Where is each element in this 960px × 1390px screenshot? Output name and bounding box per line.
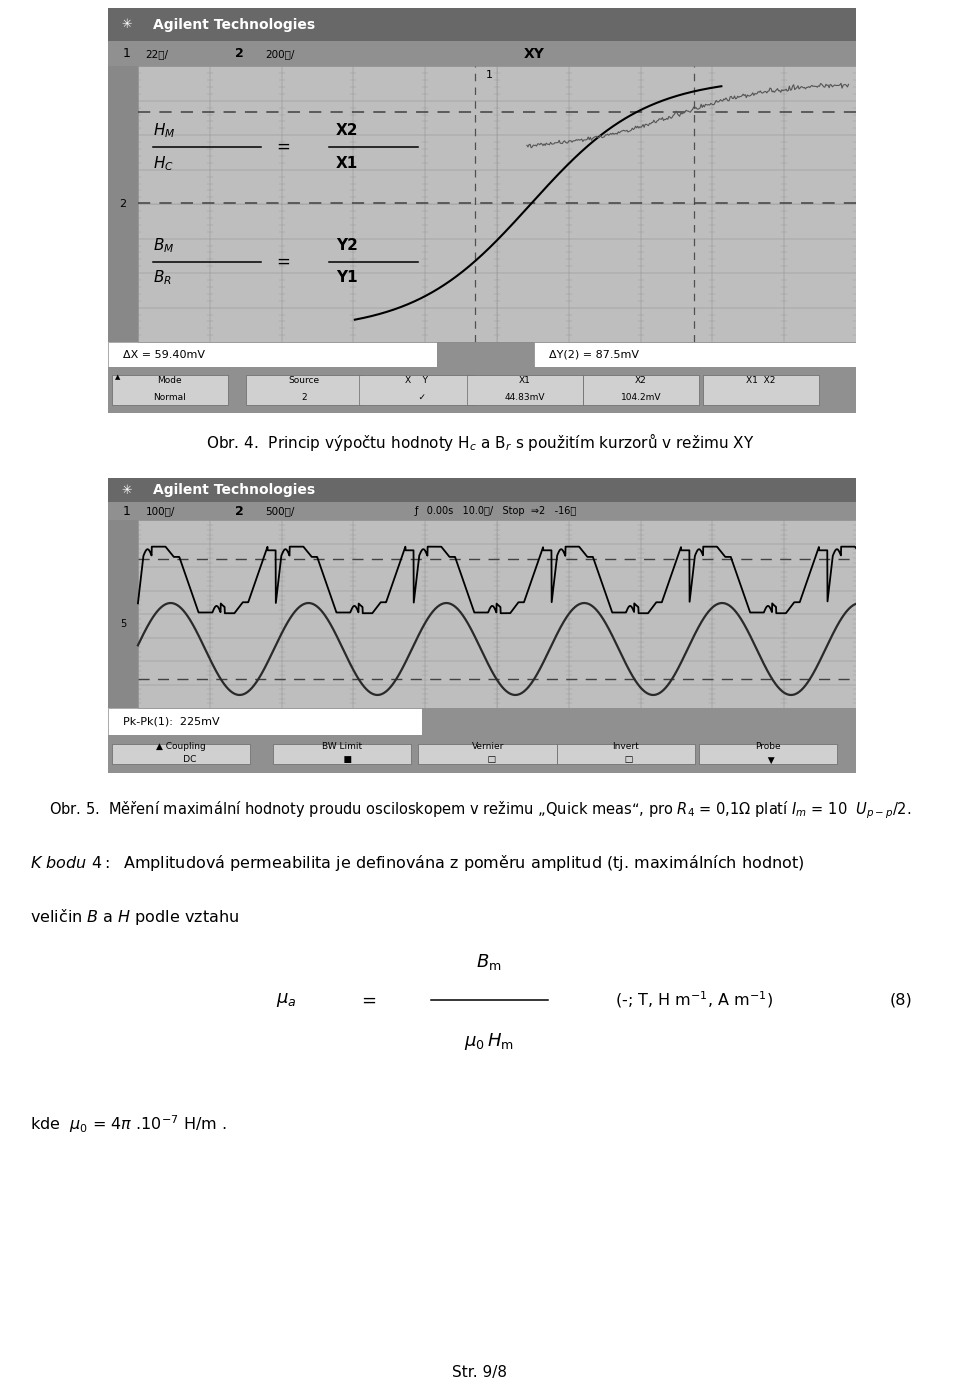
Text: $\mathbf{\mathit{K\ bodu\ 4:}}$  Amplitudová permeabilita je definována z poměru: $\mathbf{\mathit{K\ bodu\ 4:}}$ Amplitud… [30, 852, 804, 873]
Bar [108, 67, 856, 342]
Text: Probe: Probe [756, 742, 780, 751]
Bar [108, 367, 856, 413]
Text: (-; T, H m$^{-1}$, A m$^{-1}$): (-; T, H m$^{-1}$, A m$^{-1}$) [615, 990, 773, 1011]
Text: XY: XY [524, 47, 544, 61]
Text: ■: ■ [332, 755, 351, 765]
Text: ▲ Coupling: ▲ Coupling [156, 742, 205, 751]
Bar [273, 744, 411, 765]
Text: 1: 1 [486, 71, 492, 81]
Text: Obr. 5.  Měření maximální hodnoty proudu osciloskopem v režimu „Quick meas“, pro: Obr. 5. Měření maximální hodnoty proudu … [49, 799, 911, 821]
Bar [437, 342, 856, 367]
Text: veličin $B$ a $H$ podle vztahu: veličin $B$ a $H$ podle vztahu [30, 908, 239, 927]
Text: X2: X2 [336, 124, 359, 139]
Bar [422, 708, 856, 735]
Text: 104.2mV: 104.2mV [621, 393, 661, 402]
Bar [699, 744, 837, 765]
Text: =: = [276, 138, 290, 156]
Bar [108, 708, 422, 735]
Bar [108, 502, 856, 520]
Text: 100㎡/: 100㎡/ [145, 506, 175, 516]
Bar [359, 375, 474, 404]
Text: X    Y: X Y [405, 375, 428, 385]
Text: 500㎡/: 500㎡/ [265, 506, 295, 516]
Bar [108, 8, 856, 42]
Text: ▲: ▲ [115, 374, 121, 381]
Text: Agilent Technologies: Agilent Technologies [153, 18, 315, 32]
Text: Y2: Y2 [336, 238, 358, 253]
Text: kde  $\mu_0$ = 4$\pi$ .10$^{-7}$ H/m .: kde $\mu_0$ = 4$\pi$ .10$^{-7}$ H/m . [30, 1113, 227, 1134]
Text: X1: X1 [336, 156, 358, 171]
Bar [247, 375, 362, 404]
Text: Y1: Y1 [336, 270, 358, 285]
Text: 22㎡/: 22㎡/ [145, 49, 168, 58]
Text: □: □ [479, 755, 496, 765]
Text: Obr. 4.  Princip výpočtu hodnoty H$_c$ a B$_r$ s použitím kurzorů v režimu XY: Obr. 4. Princip výpočtu hodnoty H$_c$ a … [205, 431, 755, 453]
Text: ✳: ✳ [122, 18, 132, 31]
Text: $B_M$: $B_M$ [153, 236, 174, 254]
Text: ΔX = 59.40mV: ΔX = 59.40mV [123, 350, 205, 360]
Text: ƒ   0.00s   10.0㎡/   Stop  ⇒2   -16㎡: ƒ 0.00s 10.0㎡/ Stop ⇒2 -16㎡ [415, 506, 577, 516]
Text: 2: 2 [235, 47, 244, 60]
Text: Normal: Normal [154, 393, 186, 402]
Bar [583, 375, 699, 404]
Bar [557, 744, 695, 765]
Bar [419, 744, 557, 765]
Text: BW Limit: BW Limit [322, 742, 362, 751]
Text: X1  X2: X1 X2 [746, 375, 776, 385]
Text: $B_R$: $B_R$ [153, 268, 172, 288]
Text: Source: Source [289, 375, 320, 385]
Bar [108, 42, 856, 67]
Text: =: = [276, 253, 290, 271]
Bar [111, 375, 228, 404]
Text: 5: 5 [120, 619, 126, 628]
Bar [111, 744, 251, 765]
Text: $H_C$: $H_C$ [153, 154, 174, 172]
Text: Invert: Invert [612, 742, 639, 751]
Bar [108, 67, 138, 342]
Text: Vernier: Vernier [471, 742, 504, 751]
Text: X2: X2 [636, 375, 647, 385]
Text: 44.83mV: 44.83mV [505, 393, 545, 402]
Text: ✓: ✓ [407, 393, 426, 402]
Text: 2: 2 [301, 393, 307, 402]
Text: $B_\mathrm{m}$: $B_\mathrm{m}$ [476, 952, 502, 972]
Text: $H_M$: $H_M$ [153, 121, 176, 140]
Text: ✳: ✳ [122, 484, 132, 496]
Bar [535, 342, 856, 367]
Text: Str. 9/8: Str. 9/8 [452, 1365, 508, 1380]
Bar [467, 375, 583, 404]
Bar [108, 520, 856, 708]
Bar [108, 478, 856, 502]
Text: $=$: $=$ [358, 991, 377, 1009]
Text: Mode: Mode [157, 375, 182, 385]
Text: 1: 1 [123, 505, 131, 518]
Text: $\mu_0\,H_\mathrm{m}$: $\mu_0\,H_\mathrm{m}$ [464, 1031, 514, 1052]
Bar [703, 375, 819, 404]
Text: 200㎡/: 200㎡/ [265, 49, 295, 58]
Text: (8): (8) [889, 992, 912, 1008]
Text: Pk-Pk(1):  225mV: Pk-Pk(1): 225mV [123, 716, 220, 727]
Bar [108, 342, 437, 367]
Text: DC: DC [166, 755, 196, 765]
Text: □: □ [619, 755, 633, 765]
Bar [108, 520, 138, 708]
Text: $\mu_a$: $\mu_a$ [276, 991, 297, 1009]
Text: Agilent Technologies: Agilent Technologies [153, 484, 315, 498]
Text: 2: 2 [235, 505, 244, 518]
Text: X1: X1 [519, 375, 531, 385]
Bar [108, 735, 856, 773]
Text: ▼: ▼ [762, 755, 775, 765]
Text: 2: 2 [119, 199, 127, 210]
Text: 1: 1 [123, 47, 131, 60]
Text: ΔY(2) = 87.5mV: ΔY(2) = 87.5mV [549, 350, 639, 360]
